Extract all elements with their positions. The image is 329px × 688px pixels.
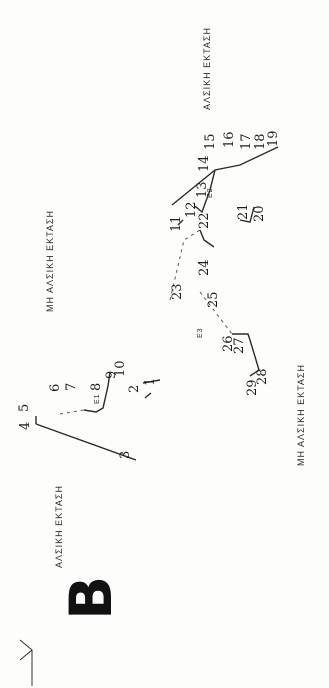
boundary-line-29-28 [249,369,260,377]
point-label-10: 10 [113,360,128,377]
area-label-top-right: ΑΛΣΙΚΗ ΕΚΤΑΣΗ [202,27,212,110]
boundary-line-12-15 [195,169,216,214]
point-label-20: 20 [252,205,267,222]
point-label-7: 7 [64,383,79,391]
boundary-line-11-tick [177,219,184,226]
north-arrow: B [19,576,125,686]
point-label-26: 26 [221,335,236,352]
boundary-line-1-2 [142,379,161,384]
point-label-23: 23 [170,283,185,300]
arrow-head [19,639,33,661]
point-label-5: 5 [17,404,32,412]
point-label-19: 19 [266,130,281,147]
region-label-e3: Ε3 [197,327,204,338]
point-label-17: 17 [239,133,254,150]
area-label-bottom-left: ΑΛΣΙΚΗ ΕΚΤΑΣΗ [54,485,64,568]
orientation-letter: B [57,576,125,620]
point-label-25: 25 [206,291,221,308]
point-label-28: 28 [255,368,270,385]
area-label-bottom-right: ΜΗ ΑΛΣΙΚΗ ΕΚΤΑΣΗ [296,364,306,466]
point-label-4: 4 [18,422,33,430]
point-label-8: 8 [89,383,104,391]
point-label-29: 29 [245,379,260,396]
point-label-24: 24 [197,259,212,276]
region-label-e1: Ε1 [94,393,101,404]
boundary-line-7-10 [83,371,111,413]
point-labels: 1 2 3 4 5 6 7 8 9 10 11 12 13 14 15 16 1… [17,130,281,459]
point-label-2: 2 [127,385,142,393]
dashed-boundaries [59,229,233,415]
point-label-14: 14 [197,155,212,172]
point-label-22: 22 [197,212,212,229]
point-label-9: 9 [104,371,119,379]
point-label-27: 27 [232,337,247,354]
boundary-line-22-24 [199,229,215,248]
point-label-18: 18 [253,133,268,150]
point-label-6: 6 [48,384,63,392]
boundary-line-26-28 [232,333,260,371]
point-label-13: 13 [195,181,210,198]
point-label-15: 15 [203,133,218,150]
boundary-line-15-19 [171,146,279,206]
point-label-21: 21 [236,203,251,220]
boundary-line-20-21 [239,206,255,223]
point-label-1: 1 [143,378,158,386]
boundary-line-4-3 [35,423,137,461]
point-label-3: 3 [118,451,133,459]
dashed-line-5-7 [59,409,85,415]
dashed-line-25-26 [199,291,233,335]
point-label-16: 16 [222,131,237,148]
boundary-lines [35,146,279,461]
point-label-11: 11 [169,215,184,232]
region-label-e2: Ε2 [207,187,214,198]
boundary-line-2-tick [144,392,152,399]
area-label-top-left: ΜΗ ΑΛΣΙΚΗ ΕΚΤΑΣΗ [45,210,55,312]
point-label-12: 12 [184,201,199,218]
